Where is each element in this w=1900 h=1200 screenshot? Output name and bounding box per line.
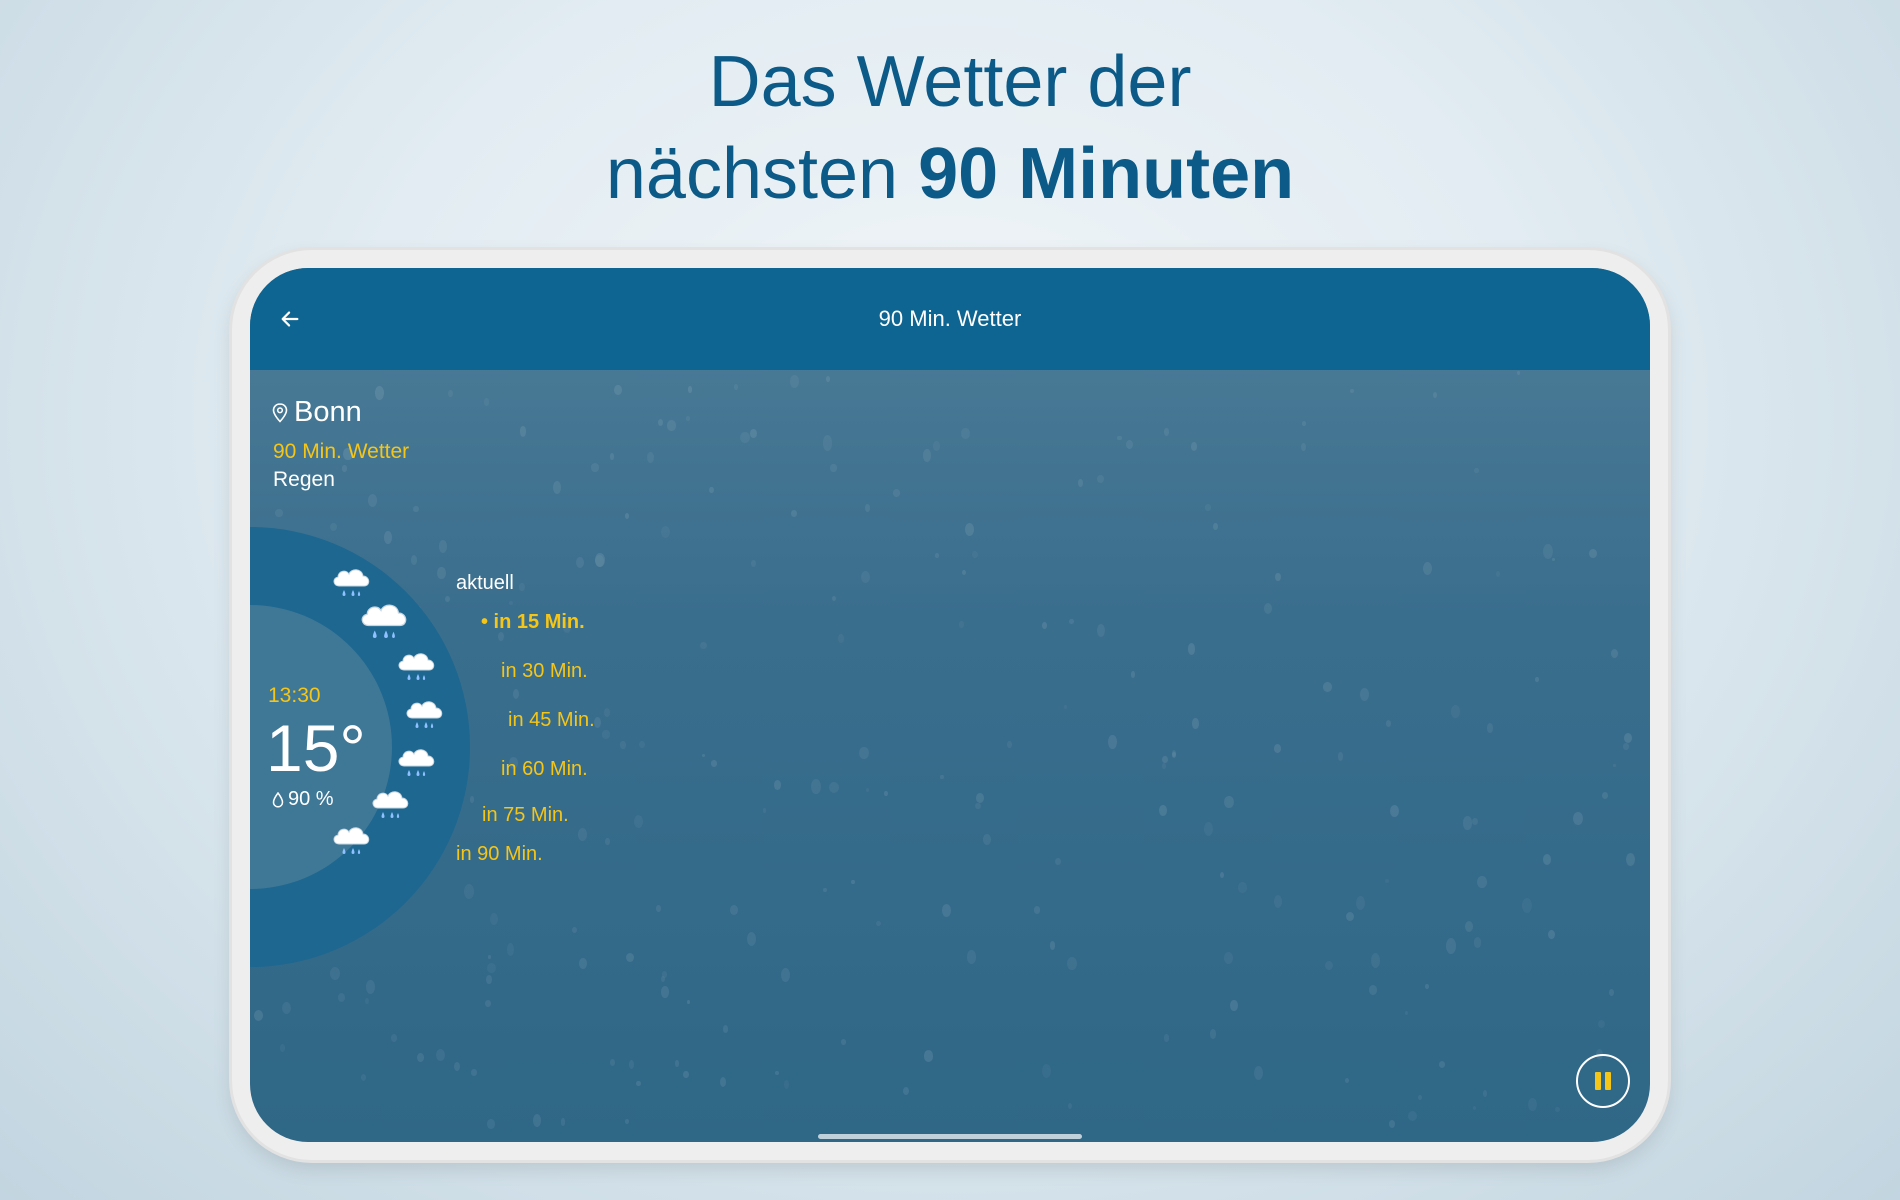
weather-condition: Regen	[273, 468, 335, 491]
humidity-readout: 90 %	[272, 788, 334, 811]
timeline-label-3[interactable]: in 45 Min.	[508, 709, 595, 731]
timeline-label-4[interactable]: in 60 Min.	[501, 758, 588, 780]
water-drop-icon	[272, 791, 284, 808]
location-pin-icon	[272, 402, 288, 423]
timeline-label-5[interactable]: in 75 Min.	[482, 804, 569, 826]
timeline-label-6[interactable]: in 90 Min.	[456, 843, 543, 865]
cloud-rain-icon	[329, 822, 375, 863]
headline-regular: nächsten	[605, 134, 919, 214]
home-indicator[interactable]	[818, 1134, 1082, 1139]
headline-line-1: Das Wetter der	[708, 42, 1192, 122]
current-time: 13:30	[268, 684, 321, 707]
timeline-label-2[interactable]: in 30 Min.	[501, 660, 588, 682]
timeline-label-0[interactable]: aktuell	[456, 572, 514, 594]
app-screen: 90 Min. Wetter Bonn 90 Min. Wetter Regen…	[250, 268, 1650, 1142]
humidity-value: 90 %	[288, 788, 334, 810]
cloud-rain-icon	[368, 786, 414, 827]
cloud-rain-icon	[394, 744, 440, 785]
cloud-rain-icon	[402, 696, 448, 737]
app-bar: 90 Min. Wetter	[250, 268, 1650, 370]
headline-bold: 90 Minuten	[918, 134, 1295, 214]
current-temperature: 15°	[266, 711, 366, 785]
location-row[interactable]: Bonn	[272, 396, 362, 429]
location-subtitle: 90 Min. Wetter	[273, 440, 410, 463]
timeline-label-1[interactable]: • in 15 Min.	[481, 611, 585, 633]
headline-line-2: nächsten 90 Minuten	[0, 128, 1900, 220]
cloud-rain-icon	[394, 648, 440, 689]
cloud-rain-icon	[329, 564, 375, 605]
back-button[interactable]	[268, 297, 312, 341]
pause-icon	[1593, 1072, 1613, 1090]
arrow-left-icon	[281, 311, 299, 327]
pause-button[interactable]	[1576, 1054, 1630, 1108]
cloud-rain-icon	[356, 598, 414, 649]
app-bar-title: 90 Min. Wetter	[878, 306, 1022, 331]
location-name: Bonn	[294, 396, 362, 428]
